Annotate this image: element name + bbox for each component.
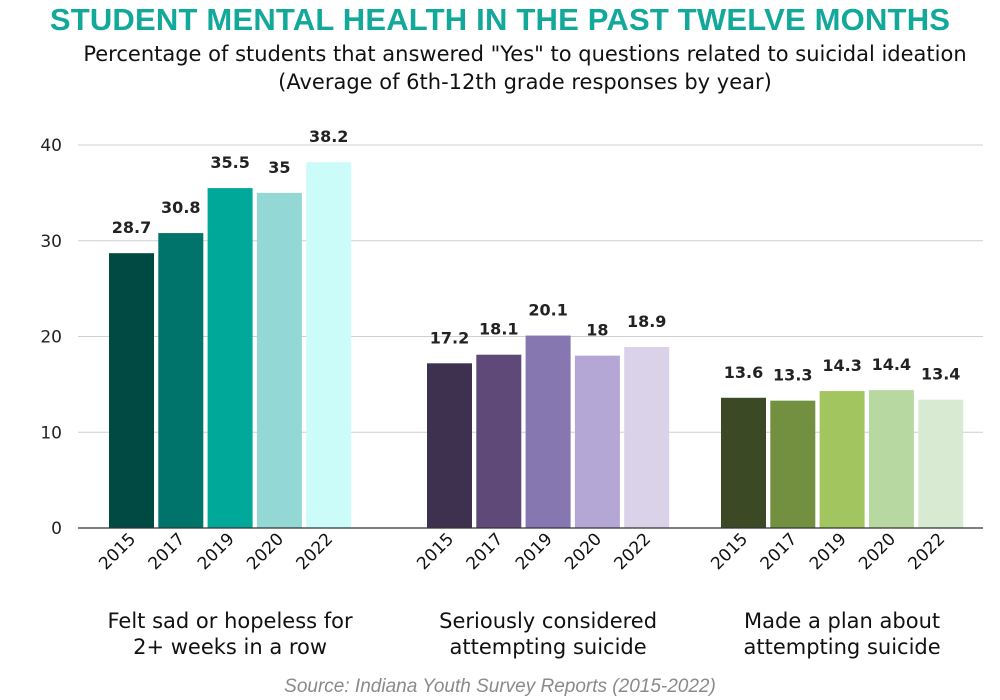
bar <box>918 399 964 528</box>
y-tick-label: 40 <box>40 136 62 156</box>
y-tick-label: 10 <box>40 423 62 443</box>
group-label: Made a plan about <box>744 609 940 633</box>
group-label: Seriously considered <box>439 609 657 633</box>
data-label: 18.9 <box>627 312 666 331</box>
data-label: 35 <box>268 158 290 177</box>
data-label: 28.7 <box>112 218 151 237</box>
x-tick-label: 2017 <box>757 529 802 574</box>
bar <box>574 355 620 528</box>
bar <box>207 188 253 528</box>
bar <box>306 162 352 529</box>
x-tick-label: 2017 <box>145 529 190 574</box>
source-note: Source: Indiana Youth Survey Reports (20… <box>284 676 716 697</box>
data-label: 17.2 <box>430 328 469 347</box>
data-label: 14.4 <box>872 355 911 374</box>
bar <box>770 400 816 528</box>
group-label: Felt sad or hopeless for <box>108 609 354 633</box>
bar <box>109 253 154 528</box>
data-label: 13.6 <box>724 363 763 382</box>
chart-subtitle: Percentage of students that answered "Ye… <box>83 42 967 94</box>
data-label: 35.5 <box>210 153 249 172</box>
group-label: attempting suicide <box>744 635 941 659</box>
x-tick-label: 2019 <box>806 529 851 574</box>
x-tick-label: 2015 <box>95 529 140 574</box>
bar <box>476 354 522 528</box>
x-tick-label: 2020 <box>243 529 288 574</box>
group-label: attempting suicide <box>450 635 647 659</box>
bar <box>256 192 302 528</box>
bar <box>158 233 204 528</box>
chart-title: STUDENT MENTAL HEALTH IN THE PAST TWELVE… <box>49 2 951 37</box>
data-label: 13.3 <box>773 366 812 385</box>
data-label: 14.3 <box>822 356 861 375</box>
y-tick-label: 20 <box>40 328 62 348</box>
group-label: 2+ weeks in a row <box>133 635 327 659</box>
data-label: 18 <box>586 321 608 340</box>
x-tick-label: 2022 <box>611 529 656 574</box>
data-label: 38.2 <box>309 127 348 146</box>
x-tick-label: 2019 <box>512 529 557 574</box>
data-label: 20.1 <box>528 301 567 320</box>
bar <box>624 347 670 528</box>
x-tick-label: 2017 <box>463 529 508 574</box>
bar <box>721 397 766 528</box>
y-tick-label: 0 <box>51 519 62 539</box>
x-tick-label: 2015 <box>707 529 752 574</box>
data-label: 13.4 <box>921 365 960 384</box>
bar <box>525 335 571 528</box>
data-label: 18.1 <box>479 320 518 339</box>
bar <box>868 390 914 528</box>
bar <box>819 391 865 528</box>
x-tick-label: 2019 <box>194 529 239 574</box>
x-tick-label: 2015 <box>413 529 458 574</box>
x-tick-label: 2022 <box>905 529 950 574</box>
y-tick-label: 30 <box>40 232 62 252</box>
x-tick-label: 2020 <box>855 529 900 574</box>
x-tick-label: 2020 <box>561 529 606 574</box>
x-tick-label: 2022 <box>293 529 338 574</box>
bar <box>427 363 472 528</box>
data-label: 30.8 <box>161 198 200 217</box>
